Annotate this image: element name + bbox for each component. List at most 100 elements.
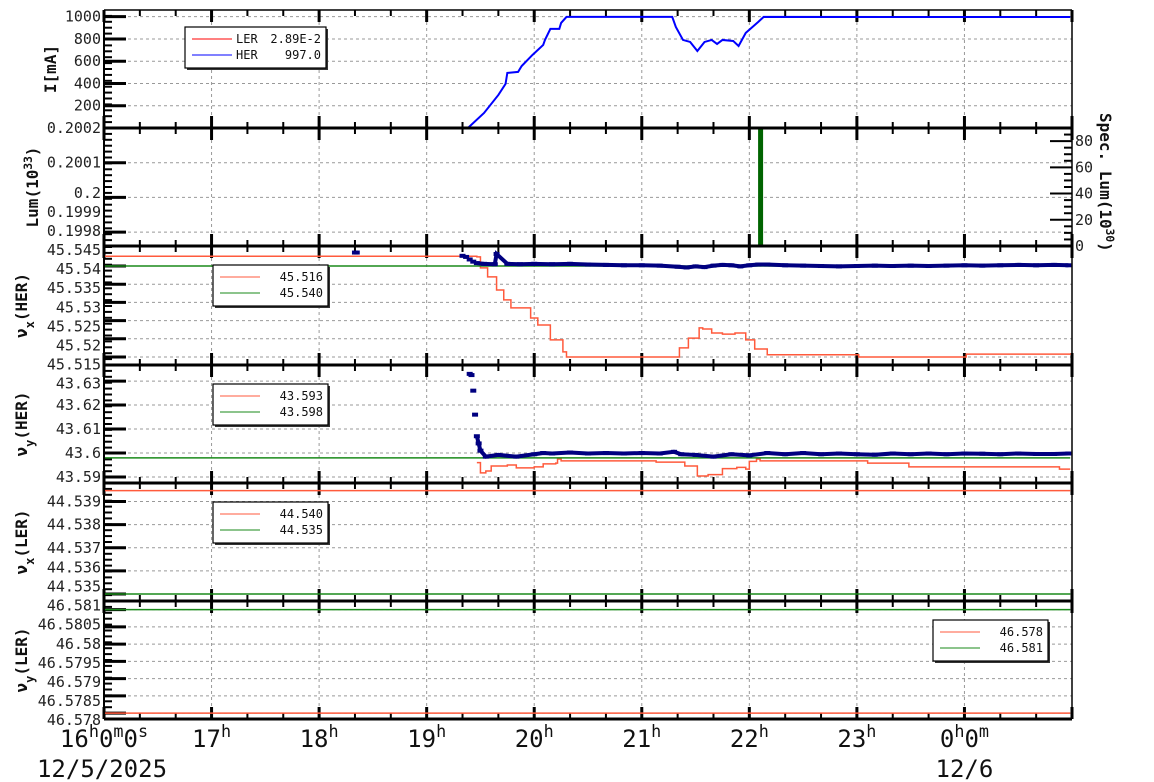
spec-lum-bar	[758, 128, 764, 246]
x-tick-label-part: h	[759, 721, 769, 741]
data-point	[710, 454, 717, 459]
legend-value: 46.581	[1000, 641, 1043, 655]
data-point	[495, 452, 502, 457]
x-tick-label-part: h	[221, 721, 231, 741]
x-tick-label-part: h	[866, 721, 876, 741]
data-point	[1065, 451, 1072, 456]
y-tick-label: 46.5785	[38, 692, 101, 710]
y2-tick-label: 0	[1075, 237, 1084, 255]
data-point	[482, 454, 489, 459]
y-axis-label: νx(HER)	[12, 273, 37, 338]
y-axis-label-part: (LER)	[12, 627, 31, 675]
y-tick-label: 600	[74, 52, 101, 70]
data-point	[889, 264, 896, 269]
legend: 44.540 44.535	[212, 501, 330, 545]
data-point	[943, 263, 950, 268]
data-point	[764, 451, 771, 456]
panel-5: 46.58146.580546.5846.579546.57946.578546…	[12, 597, 1074, 729]
data-point	[620, 451, 627, 456]
y-tick-label: 45.515	[47, 356, 101, 374]
legend-name: LER	[236, 32, 258, 46]
y2-tick-label: 80	[1075, 132, 1093, 150]
y-axis-label-part: I[mA]	[41, 45, 60, 93]
x-tick-label-part: 22	[730, 725, 759, 753]
x-tick-label-part: 0	[99, 725, 113, 753]
y-tick-label: 45.545	[47, 241, 101, 259]
data-point	[782, 452, 789, 457]
data-point	[602, 451, 609, 456]
y-axis-label: νx(LER)	[12, 509, 37, 574]
x-tick-label-part: h	[89, 721, 99, 741]
legend-value: 997.0	[285, 48, 321, 62]
legend-value: 44.540	[280, 507, 323, 521]
x-tick-label-part: m	[979, 721, 989, 741]
data-point	[728, 263, 735, 268]
x-tick-label: 18h	[300, 721, 339, 753]
data-point	[907, 452, 914, 457]
data-point	[979, 451, 986, 456]
x-date-label: 12/5/2025	[37, 755, 167, 782]
y-tick-label: 0.2	[74, 184, 101, 202]
y-tick-label: 46.58	[56, 635, 101, 653]
x-tick-label: 22h	[730, 721, 769, 753]
data-point	[853, 452, 860, 457]
data-point	[473, 261, 480, 266]
series-group	[104, 489, 1071, 595]
x-tick-label-part: 23	[837, 725, 866, 753]
data-point	[1033, 263, 1040, 268]
x-tick-label: 16h0m0s	[60, 721, 148, 753]
data-point	[1051, 262, 1058, 267]
legend-value: 43.598	[280, 405, 323, 419]
data-point	[602, 262, 609, 267]
x-tick-label-part: 0	[940, 725, 954, 753]
y-tick-label: 43.61	[56, 420, 101, 438]
legend-value: 43.593	[280, 389, 323, 403]
series-group	[104, 128, 1071, 246]
y-tick-label: 45.535	[47, 279, 101, 297]
legend-box	[184, 26, 327, 69]
y-axis-label-part: 33	[22, 156, 35, 170]
y-tick-label: 800	[74, 30, 101, 48]
data-point	[907, 263, 914, 268]
x-tick-label-part: h	[436, 721, 446, 741]
y-tick-label: 45.54	[56, 260, 101, 278]
y2-axis-label-part: )	[1096, 242, 1115, 252]
data-point	[671, 449, 678, 454]
x-tick-label: 17h	[192, 721, 231, 753]
legend-box	[932, 619, 1049, 662]
data-point	[475, 441, 482, 446]
data-point	[728, 452, 735, 457]
x-tick-label-part: m	[113, 721, 123, 741]
data-point	[746, 453, 753, 458]
data-point	[997, 452, 1004, 457]
data-point	[472, 412, 479, 417]
data-point	[710, 263, 717, 268]
y2-tick-label: 20	[1075, 211, 1093, 229]
panel-0: 1000 800 600 400 200 I[mA] LER 2.89E-2 HER 997.0	[41, 8, 1074, 129]
y-axis-label-part: x	[23, 558, 37, 565]
y-tick-label: 400	[74, 74, 101, 92]
legend-value: 44.535	[280, 523, 323, 537]
x-tick-label: 0h0m	[940, 721, 989, 753]
data-point	[678, 452, 685, 457]
data-point	[540, 451, 547, 456]
series-line	[104, 255, 1071, 358]
data-point	[737, 264, 744, 269]
legend-value: 45.516	[280, 270, 323, 284]
series-group	[104, 371, 1072, 477]
y-tick-label: 45.52	[56, 337, 101, 355]
data-point	[620, 263, 627, 268]
data-point	[470, 388, 477, 393]
data-point	[549, 262, 556, 267]
x-tick-label-part: 0	[124, 725, 138, 753]
legend: 46.578 46.581	[932, 619, 1050, 663]
y-axis-label-part: y	[23, 676, 37, 683]
y2-tick-label: 60	[1075, 158, 1093, 176]
data-point	[531, 452, 538, 457]
y2-tick-label: 40	[1075, 185, 1093, 203]
y-axis-label: νy(HER)	[12, 391, 37, 456]
legend-name: HER	[236, 48, 258, 62]
